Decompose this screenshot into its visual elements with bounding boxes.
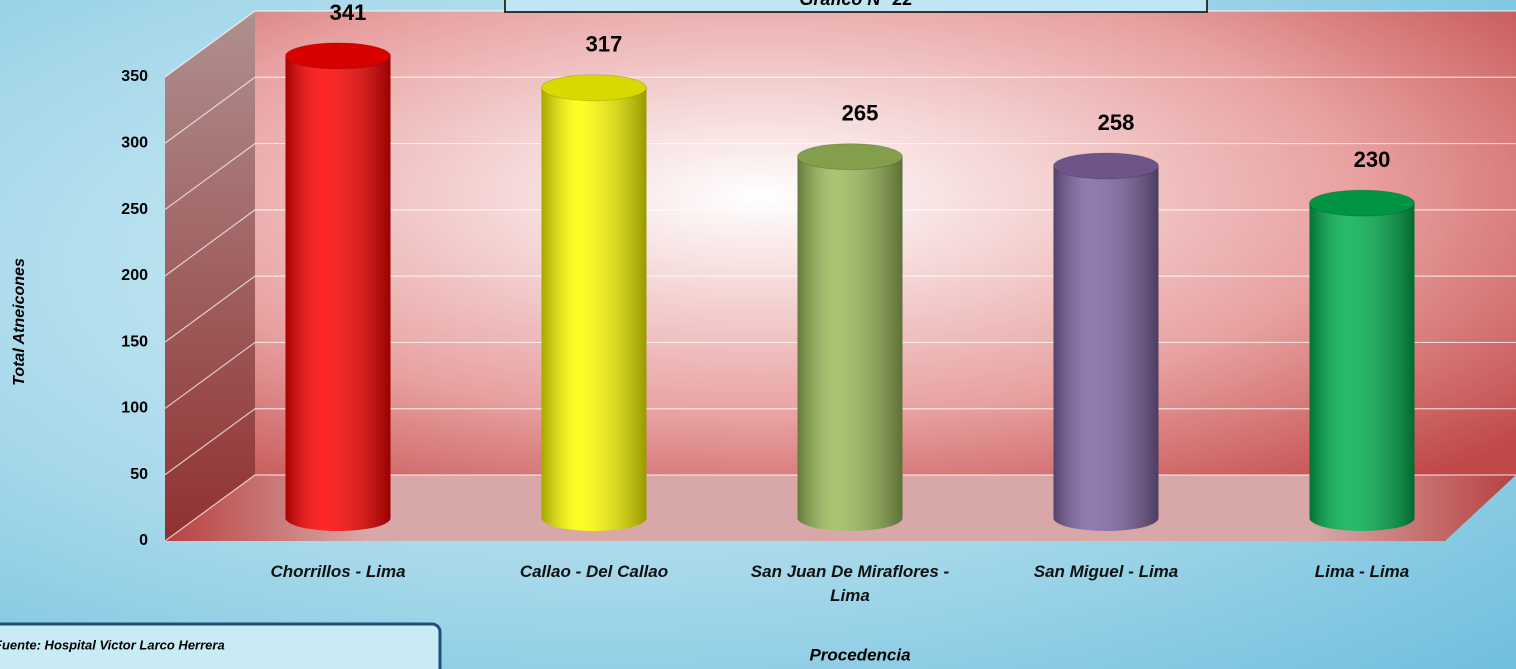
title-box (504, 0, 1208, 13)
y-tick-label: 350 (121, 68, 148, 85)
cylinder-shade (541, 87, 647, 532)
cylinder (1053, 152, 1159, 532)
cylinder-shade (797, 156, 903, 532)
cylinder-top (797, 143, 903, 171)
y-tick-label: 50 (130, 466, 148, 483)
x-axis-label: Procedencia (809, 645, 910, 664)
cylinder-top-shade (1053, 152, 1159, 179)
y-tick-label: 0 (139, 532, 148, 549)
cylinder-top-shade (1309, 190, 1415, 217)
grid-line (164, 76, 1516, 144)
value-label: 317 (586, 32, 623, 57)
cylinder-top (285, 42, 391, 70)
x-tick-label: Callao - Del Callao (519, 562, 669, 581)
x-tick-label: San Juan De Miraflores - Lima (750, 562, 950, 605)
cylinder-shade (1309, 203, 1415, 532)
x-tick-label: San Miguel - Lima (1033, 562, 1179, 581)
cylinder (541, 74, 647, 532)
x-tick-label: Lima - Lima (1314, 562, 1410, 581)
cylinder (285, 42, 391, 532)
cylinder-top-shade (541, 74, 647, 101)
y-tick-label: 100 (121, 400, 148, 417)
cylinder-top-shade (797, 143, 903, 170)
chart-title: Gráfico N° 22 (799, 0, 912, 9)
value-label: 341 (330, 0, 367, 25)
cylinder (1309, 189, 1415, 532)
cylinder-top (541, 74, 647, 102)
x-tick-label: Chorrillos - Lima (270, 562, 406, 581)
cylinder-shade (1053, 165, 1159, 532)
cylinder-top (1053, 152, 1159, 180)
y-tick-label: 150 (121, 333, 148, 350)
cylinder-top-shade (285, 42, 391, 69)
value-label: 265 (842, 100, 879, 125)
value-label: 258 (1098, 110, 1135, 135)
value-label: 230 (1354, 147, 1391, 172)
source-box (0, 622, 442, 669)
side-wall (165, 11, 255, 541)
source-note: Fuente: Hospital Victor Larco Herrera (0, 637, 225, 652)
grid-line (164, 142, 1516, 211)
cylinder-top (1309, 189, 1415, 217)
cylinder-shade (285, 55, 391, 532)
y-tick-label: 250 (121, 201, 148, 218)
cylinder (797, 143, 903, 532)
y-axis-label: Total Atneicones (11, 258, 28, 386)
y-tick-label: 300 (121, 135, 148, 152)
y-tick-label: 200 (121, 267, 148, 284)
